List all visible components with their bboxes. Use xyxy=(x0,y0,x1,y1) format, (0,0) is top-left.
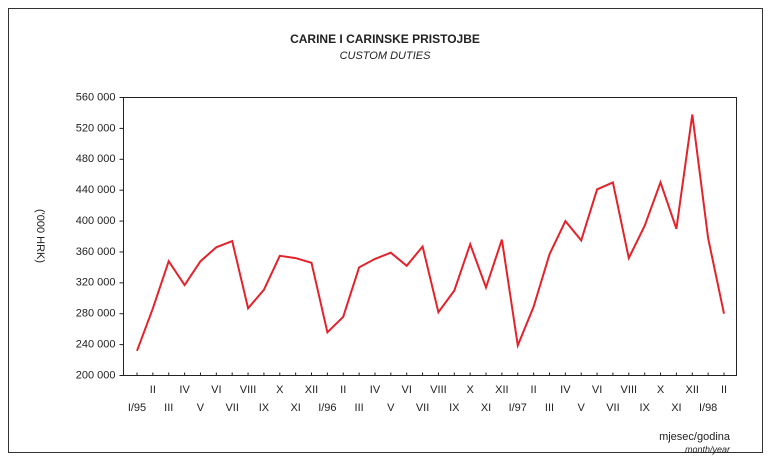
x-tick-label: XII xyxy=(495,384,508,396)
x-tick-label: VIII xyxy=(621,384,638,396)
x-tick-label: X xyxy=(657,384,665,396)
x-tick-label: XI xyxy=(290,402,300,414)
x-tick-label: XII xyxy=(305,384,318,396)
y-tick-label: 440 000 xyxy=(76,184,116,196)
x-tick-label: I/97 xyxy=(509,402,527,414)
x-tick-label: V xyxy=(387,402,395,414)
x-axis-sublabel: month/year xyxy=(685,444,731,454)
chart-subtitle: CUSTOM DUTIES xyxy=(340,50,432,62)
frame xyxy=(8,8,763,453)
x-tick-label: XI xyxy=(481,402,491,414)
x-tick-label: VI xyxy=(401,384,411,396)
y-tick-label: 520 000 xyxy=(76,122,116,134)
y-tick-label: 320 000 xyxy=(76,277,116,289)
x-tick-label: II xyxy=(531,384,537,396)
y-tick-label: 360 000 xyxy=(76,246,116,258)
y-tick-label: 200 000 xyxy=(76,369,116,381)
x-tick-label: IX xyxy=(449,402,460,414)
x-tick-label: VII xyxy=(606,402,619,414)
x-tick-label: VIII xyxy=(430,384,447,396)
chart-title: CARINE I CARINSKE PRISTOJBE xyxy=(290,32,480,46)
x-tick-label: VII xyxy=(416,402,429,414)
plot-area xyxy=(123,97,737,376)
x-tick-label: II xyxy=(150,384,156,396)
x-tick-label: VIII xyxy=(240,384,257,396)
x-tick-label: VI xyxy=(211,384,221,396)
y-tick-label: 400 000 xyxy=(76,215,116,227)
x-tick-label: III xyxy=(545,402,554,414)
data-line xyxy=(136,114,725,352)
x-tick-label: III xyxy=(164,402,173,414)
x-tick-label: IV xyxy=(370,384,381,396)
x-tick-label: XII xyxy=(686,384,699,396)
x-tick-label: VII xyxy=(225,402,238,414)
x-tick-label: II xyxy=(340,384,346,396)
y-axis-label: ('000 HRK) xyxy=(34,209,46,263)
x-tick-label: I/96 xyxy=(318,402,336,414)
x-tick-label: VI xyxy=(592,384,602,396)
x-tick-label: IX xyxy=(639,402,650,414)
x-tick-label: XI xyxy=(671,402,681,414)
x-tick-label: III xyxy=(355,402,364,414)
y-tick-label: 280 000 xyxy=(76,308,116,320)
x-tick-label: II xyxy=(721,384,727,396)
x-tick-label: IV xyxy=(179,384,190,396)
x-tick-label: X xyxy=(466,384,474,396)
x-tick-label: I/98 xyxy=(699,402,717,414)
x-tick-label: X xyxy=(276,384,284,396)
x-axis-label: mjesec/godina xyxy=(659,431,731,443)
x-tick-label: V xyxy=(197,402,205,414)
x-tick-label: I/95 xyxy=(128,402,146,414)
y-tick-label: 480 000 xyxy=(76,153,116,165)
x-tick-label: IV xyxy=(560,384,571,396)
y-tick-label: 240 000 xyxy=(76,339,116,351)
x-tick-label: V xyxy=(578,402,586,414)
x-tick-label: IX xyxy=(259,402,270,414)
y-tick-label: 560 000 xyxy=(76,91,116,103)
